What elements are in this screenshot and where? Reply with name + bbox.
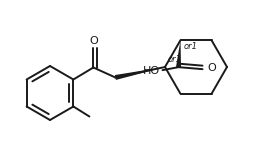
Polygon shape bbox=[115, 67, 165, 80]
Text: HO: HO bbox=[143, 66, 161, 76]
Text: O: O bbox=[89, 36, 98, 45]
Text: or1: or1 bbox=[168, 55, 182, 64]
Text: O: O bbox=[208, 63, 216, 73]
Polygon shape bbox=[176, 40, 181, 67]
Text: or1: or1 bbox=[184, 42, 197, 51]
